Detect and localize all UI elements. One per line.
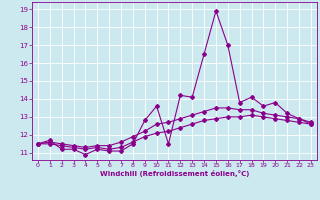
X-axis label: Windchill (Refroidissement éolien,°C): Windchill (Refroidissement éolien,°C) [100, 170, 249, 177]
